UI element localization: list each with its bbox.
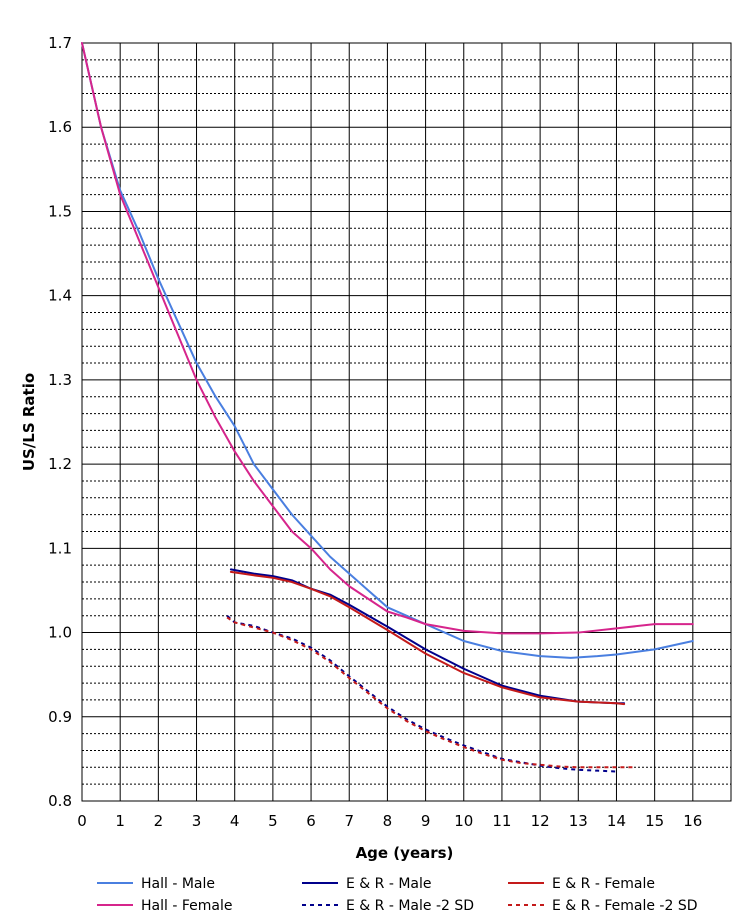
series-line-hall-female xyxy=(81,42,694,635)
x-tick-label: 8 xyxy=(383,812,393,830)
legend-label: E & R - Male xyxy=(346,876,432,892)
major-gridlines xyxy=(82,43,731,801)
legend: Hall - Male E & R - Male E & R - Female Hal… xyxy=(97,876,698,914)
legend-label: Hall - Male xyxy=(141,876,215,892)
y-tick-label: 1.4 xyxy=(48,287,72,305)
plot-area-frame xyxy=(81,42,732,802)
series-line-e-and-r-female xyxy=(229,570,626,706)
y-tick-label: 1.3 xyxy=(48,371,72,389)
legend-label: Hall - Female xyxy=(141,898,232,914)
legend-entry-e-and-r-male-2-sd: E & R - Male -2 SD xyxy=(302,898,474,914)
legend-entry-e-and-r-male: E & R - Male xyxy=(302,876,432,892)
x-tick-label: 2 xyxy=(154,812,164,830)
x-tick-label: 16 xyxy=(683,812,702,830)
x-tick-label: 0 xyxy=(77,812,87,830)
y-axis-tick-labels: 0.8 0.9 1.0 1.1 1.2 1.3 1.4 1.5 1.6 1.7 xyxy=(48,34,72,810)
y-tick-label: 0.9 xyxy=(48,708,72,726)
x-tick-label: 12 xyxy=(531,812,550,830)
series-lines xyxy=(81,42,694,773)
x-axis-title: Age (years) xyxy=(356,844,454,862)
x-tick-label: 4 xyxy=(230,812,240,830)
legend-label: E & R - Male -2 SD xyxy=(346,898,474,914)
x-tick-label: 11 xyxy=(492,812,511,830)
x-tick-label: 9 xyxy=(421,812,431,830)
series-line-e-and-r-female-2-sd xyxy=(226,616,636,769)
y-tick-label: 1.0 xyxy=(48,624,72,642)
x-axis-tick-labels: 0 1 2 3 4 5 6 7 8 9 10 11 12 13 14 15 16 xyxy=(77,812,702,830)
x-tick-label: 15 xyxy=(645,812,664,830)
legend-entry-hall-female: Hall - Female xyxy=(97,898,232,914)
x-tick-label: 6 xyxy=(306,812,316,830)
x-tick-label: 3 xyxy=(192,812,202,830)
legend-entry-e-and-r-female-2-sd: E & R - Female -2 SD xyxy=(508,898,698,914)
y-tick-label: 0.8 xyxy=(48,792,72,810)
y-tick-label: 1.7 xyxy=(48,34,72,52)
y-tick-label: 1.5 xyxy=(48,202,72,220)
x-tick-label: 14 xyxy=(607,812,626,830)
y-axis-title: US/LS Ratio xyxy=(20,373,38,471)
y-tick-label: 1.6 xyxy=(48,118,72,136)
minor-gridlines xyxy=(82,59,731,785)
y-tick-label: 1.1 xyxy=(48,539,72,557)
x-tick-label: 5 xyxy=(268,812,278,830)
x-tick-label: 10 xyxy=(454,812,473,830)
legend-entry-e-and-r-female: E & R - Female xyxy=(508,876,655,892)
legend-label: E & R - Female xyxy=(552,876,655,892)
x-tick-label: 13 xyxy=(569,812,588,830)
legend-entry-hall-male: Hall - Male xyxy=(97,876,215,892)
series-line-hall-male xyxy=(81,42,694,659)
legend-label: E & R - Female -2 SD xyxy=(552,898,698,914)
x-tick-label: 7 xyxy=(344,812,354,830)
x-tick-label: 1 xyxy=(115,812,125,830)
y-tick-label: 1.2 xyxy=(48,455,72,473)
